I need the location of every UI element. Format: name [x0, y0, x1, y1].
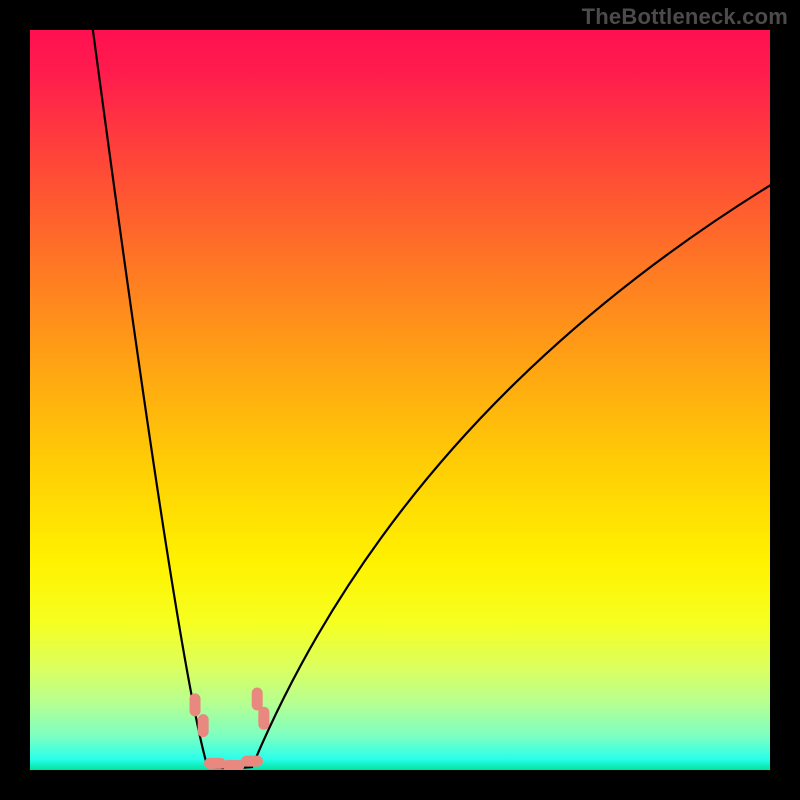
plot-area — [30, 30, 770, 770]
chart-background — [30, 30, 770, 770]
data-marker — [190, 694, 200, 716]
chart-stage: TheBottleneck.com — [0, 0, 800, 800]
data-marker — [198, 715, 208, 737]
data-marker — [252, 688, 262, 710]
data-marker — [242, 756, 263, 766]
data-marker — [259, 707, 269, 729]
data-marker — [205, 758, 226, 768]
chart-svg — [30, 30, 770, 770]
watermark-text: TheBottleneck.com — [582, 4, 788, 30]
data-marker — [223, 761, 244, 770]
